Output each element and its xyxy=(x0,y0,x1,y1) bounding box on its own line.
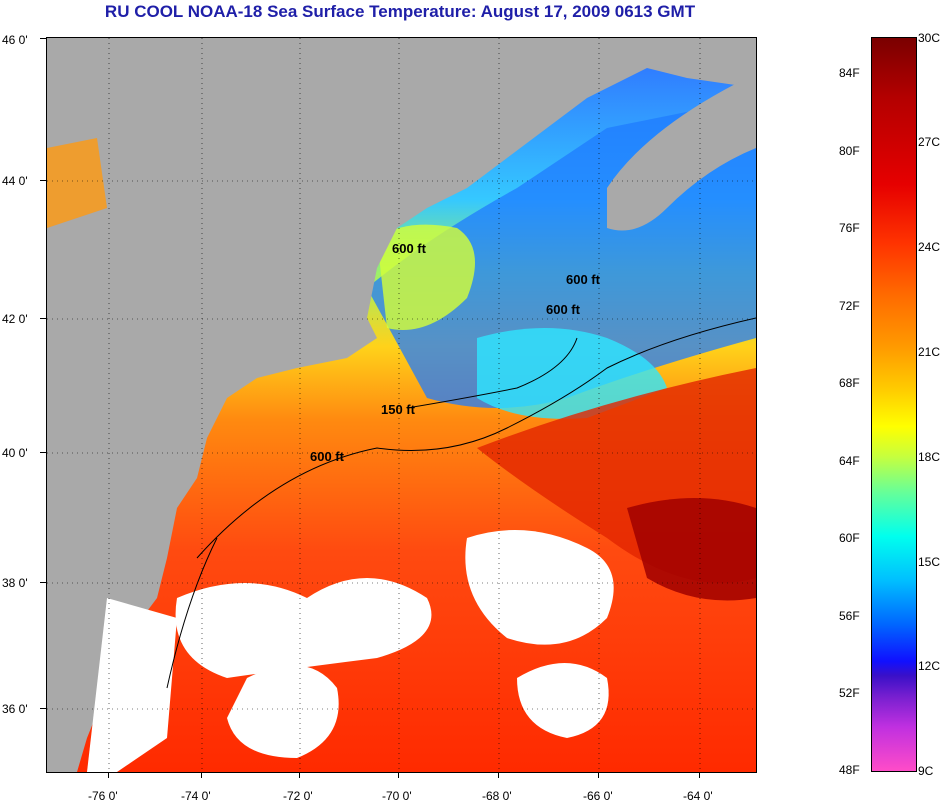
tick-mark xyxy=(201,772,202,778)
latitude-label: 38 0' xyxy=(2,576,28,590)
colorbar-f-label: 76F xyxy=(839,221,860,235)
land-nova-scotia xyxy=(607,78,756,231)
tick-mark xyxy=(40,452,46,453)
hot-core-region xyxy=(627,498,756,601)
colorbar-c-label: 27C xyxy=(918,135,941,149)
latitude-label: 36 0' xyxy=(2,702,28,716)
isobath-150ft xyxy=(406,337,578,409)
sst-map xyxy=(46,37,757,773)
tick-mark xyxy=(40,582,46,583)
tick-mark xyxy=(699,772,700,778)
tick-mark xyxy=(40,38,46,39)
cloud-patch xyxy=(465,530,614,645)
longitude-label: -68 0' xyxy=(482,789,512,803)
contour-label: 600 ft xyxy=(310,449,344,464)
contour-label: 150 ft xyxy=(381,402,415,417)
graticule xyxy=(47,38,756,772)
cloud-patch xyxy=(87,598,177,772)
tick-mark xyxy=(40,318,46,319)
longitude-label: -72 0' xyxy=(283,789,313,803)
latitude-label: 40 0' xyxy=(2,446,28,460)
longitude-label: -66 0' xyxy=(583,789,613,803)
longitude-label: -70 0' xyxy=(382,789,412,803)
colorbar-f-label: 64F xyxy=(839,454,860,468)
contour-label: 600 ft xyxy=(566,272,600,287)
colorbar-f-label: 56F xyxy=(839,609,860,623)
tick-mark xyxy=(108,772,109,778)
map-title: RU COOL NOAA-18 Sea Surface Temperature:… xyxy=(104,2,696,21)
sst-map-graphic xyxy=(47,38,756,772)
tick-mark xyxy=(598,772,599,778)
longitude-label: -74 0' xyxy=(181,789,211,803)
colorbar-f-label: 52F xyxy=(839,686,860,700)
colorbar-c-label: 24C xyxy=(918,240,941,254)
cloud-patch xyxy=(517,663,609,738)
colorbar-f-label: 60F xyxy=(839,531,860,545)
tick-mark xyxy=(40,180,46,181)
cloud-patch xyxy=(227,665,339,758)
contour-label: 600 ft xyxy=(546,302,580,317)
colorbar-c-label: 30C xyxy=(918,31,941,45)
latitude-label: 42 0' xyxy=(2,312,28,326)
latitude-label: 46 0' xyxy=(2,33,28,47)
tick-mark xyxy=(498,772,499,778)
tick-mark xyxy=(398,772,399,778)
colorbar-f-label: 48F xyxy=(839,763,860,777)
tick-mark xyxy=(299,772,300,778)
latitude-label: 44 0' xyxy=(2,174,28,188)
colorbar-c-label: 18C xyxy=(918,450,941,464)
warm-nearshore-region xyxy=(377,224,475,330)
colorbar-c-label: 9C xyxy=(918,764,934,778)
contour-label: 600 ft xyxy=(392,241,426,256)
cyan-water-region xyxy=(477,328,667,419)
longitude-label: -64 0' xyxy=(683,789,713,803)
tick-mark xyxy=(40,708,46,709)
colorbar-f-label: 80F xyxy=(839,144,860,158)
isobath-shelf xyxy=(166,537,218,689)
isobath-600ft xyxy=(196,317,756,559)
colorbar-f-label: 72F xyxy=(839,299,860,313)
inland-lake xyxy=(47,138,107,228)
longitude-label: -76 0' xyxy=(88,789,118,803)
cloud-patch xyxy=(175,578,432,678)
colorbar-c-label: 21C xyxy=(918,345,941,359)
colorbar-f-label: 84F xyxy=(839,66,860,80)
land-mainland xyxy=(47,38,756,772)
colorbar-c-label: 15C xyxy=(918,555,941,569)
colorbar-c-label: 12C xyxy=(918,659,941,673)
colorbar-f-label: 68F xyxy=(839,376,860,390)
temperature-colorbar xyxy=(871,37,917,772)
